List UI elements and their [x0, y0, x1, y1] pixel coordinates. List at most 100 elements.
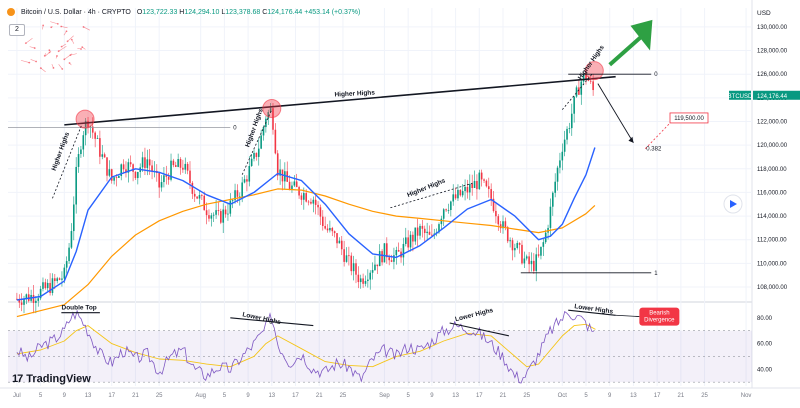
candle-body — [151, 165, 153, 172]
sketch-stroke — [67, 35, 74, 42]
candle-body — [478, 172, 481, 190]
candle-body — [20, 302, 23, 305]
y-tick-label: 118,000.00 — [757, 167, 787, 173]
x-tick-label: Oct — [558, 393, 568, 399]
candle-body — [234, 190, 236, 201]
candle-body — [63, 267, 66, 279]
candle-body — [198, 195, 201, 199]
candle-body — [115, 177, 118, 179]
candle-body — [440, 218, 443, 225]
x-tick-label: 5 — [223, 393, 227, 399]
fib-level-0382-label: 0.382 — [646, 147, 662, 153]
candle-body — [163, 175, 165, 183]
candle-body — [445, 209, 447, 211]
ohlc-value: H124,294.10 — [179, 8, 222, 16]
candle-body — [499, 224, 502, 229]
x-tick-label: 9 — [430, 393, 434, 399]
candle-body — [70, 231, 73, 248]
play-icon — [730, 200, 737, 208]
lower-highs-line — [449, 322, 510, 337]
y-tick-label: 126,000.00 — [757, 72, 788, 78]
sketch-dot — [61, 68, 64, 70]
candle-body — [148, 159, 151, 166]
candle-body — [44, 282, 47, 289]
candle-body — [125, 169, 127, 173]
sketch-dot — [66, 40, 69, 43]
projection-arrowhead — [628, 136, 634, 143]
candle-body — [426, 231, 428, 234]
x-tick-label: 25 — [340, 393, 347, 399]
candle-body — [101, 154, 104, 157]
candle-body — [65, 261, 68, 268]
sketch-stroke — [83, 26, 91, 31]
y-tick-label: 128,000.00 — [757, 49, 788, 55]
rsi-y-tick-label: 40.00 — [757, 367, 773, 373]
candle-body — [473, 180, 476, 188]
candle-body — [37, 298, 40, 301]
candle-body — [310, 201, 312, 204]
ohlc-value: C124,176.44 — [262, 8, 305, 16]
sketch-dot — [68, 62, 71, 64]
candle-body — [215, 210, 217, 215]
candle-body — [58, 278, 61, 280]
bitcoin-icon — [7, 8, 15, 16]
x-tick-label: 17 — [476, 393, 483, 399]
candle-body — [585, 73, 587, 79]
candle-body — [592, 81, 594, 91]
candle-body — [357, 274, 360, 283]
candle-body — [528, 256, 530, 265]
candle-body — [170, 160, 172, 180]
sketch-dot — [42, 24, 45, 27]
high-marker-circle — [75, 109, 95, 129]
candle-body — [108, 169, 111, 176]
candle-body — [352, 263, 355, 272]
candle-body — [511, 240, 514, 251]
x-tick-label: Sep — [379, 393, 390, 399]
symbol-header[interactable]: Bitcoin / U.S. Dollar · 4h · CRYPTO O123… — [7, 8, 360, 16]
fib-level-0-label: 0 — [654, 72, 658, 78]
candle-body — [144, 157, 146, 168]
sketch-stroke — [64, 53, 73, 60]
candle-body — [80, 149, 82, 155]
bearish-divergence-label: Bearish — [649, 311, 669, 317]
candle-body — [533, 260, 535, 271]
sketch-stroke — [70, 53, 77, 56]
candle-body — [212, 214, 215, 216]
candle-body — [307, 201, 310, 203]
x-tick-label: 21 — [500, 393, 507, 399]
candle-body — [461, 191, 464, 196]
candle-body — [25, 294, 28, 299]
y-tick-label: 122,000.00 — [757, 119, 788, 125]
candle-body — [279, 169, 281, 176]
x-tick-label: 13 — [85, 393, 92, 399]
candle-body — [485, 180, 488, 187]
ohlc-value: L123,378.68 — [221, 8, 263, 16]
candle-body — [191, 182, 194, 194]
symbol-title[interactable]: Bitcoin / U.S. Dollar · 4h · CRYPTO — [21, 8, 131, 16]
candle-body — [241, 182, 243, 197]
candle-body — [521, 244, 523, 264]
candle-body — [182, 167, 184, 170]
candle-body — [552, 192, 554, 207]
candle-body — [167, 176, 170, 180]
indicator-count-badge[interactable]: 2 — [9, 24, 25, 36]
candle-body — [314, 199, 317, 205]
sketch-stroke — [50, 21, 58, 25]
candle-body — [497, 216, 500, 225]
sketch-dot — [52, 67, 55, 69]
candle-body — [480, 172, 483, 180]
higher-highs-label: Higher Highs — [334, 89, 375, 98]
candle-body — [525, 256, 528, 259]
candle-body — [231, 200, 234, 202]
candle-body — [269, 108, 272, 113]
currency-label[interactable]: USD — [757, 10, 771, 17]
candle-body — [317, 204, 319, 208]
candle-body — [407, 237, 409, 248]
tradingview-logo[interactable]: 17 TradingView — [12, 373, 91, 385]
candle-body — [452, 194, 455, 202]
candle-body — [39, 288, 42, 299]
symbol-price-tag-label: BTCUSD — [728, 94, 753, 100]
sketch-dot — [60, 25, 63, 28]
sketch-dot — [70, 38, 73, 41]
